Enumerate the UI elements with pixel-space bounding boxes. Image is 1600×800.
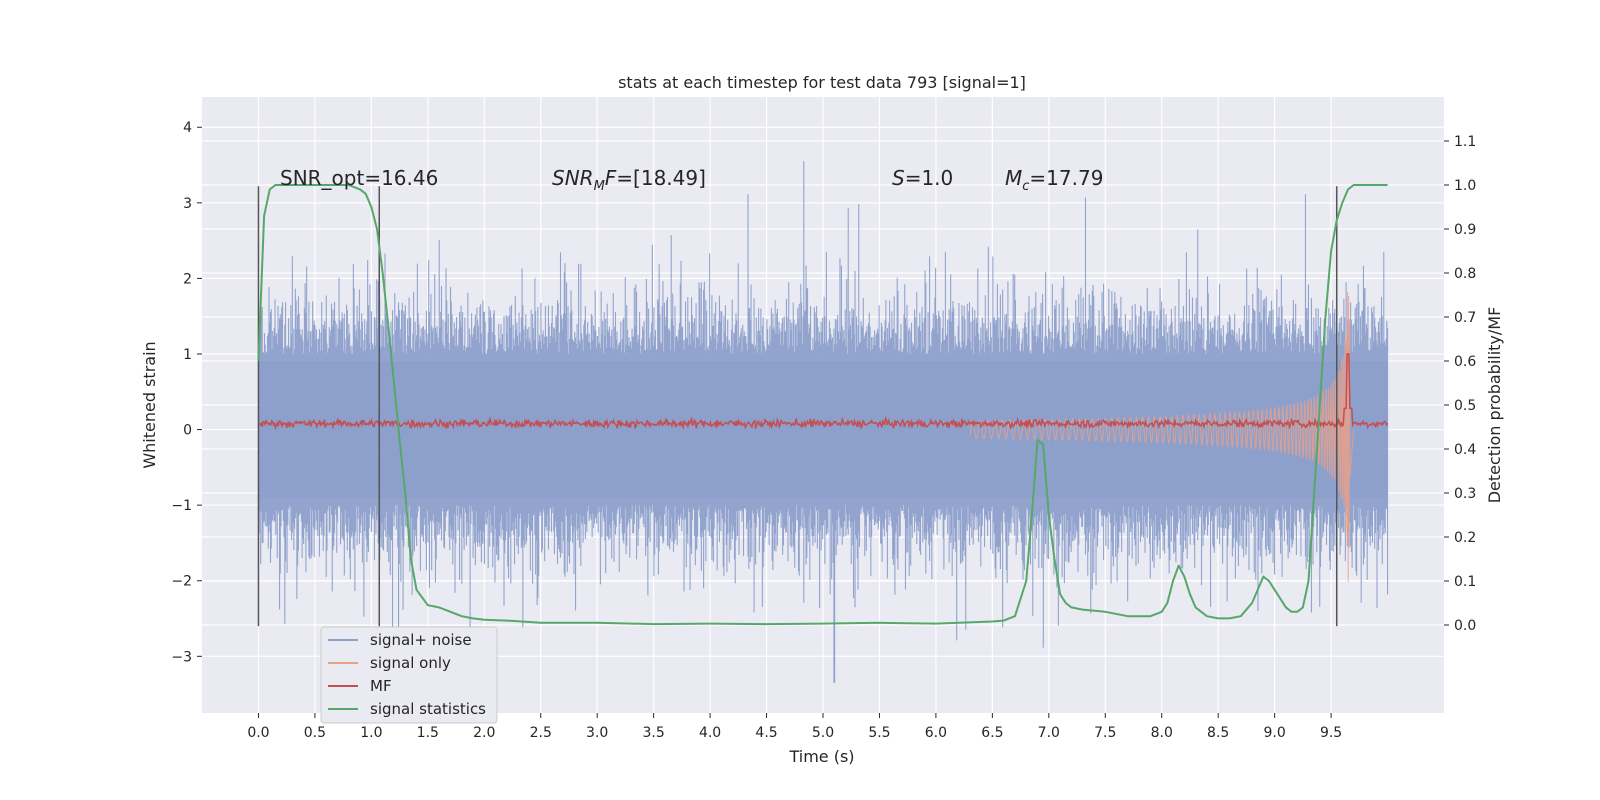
x-tick-label-19: 9.5: [1320, 725, 1342, 741]
x-axis-label: Time (s): [788, 747, 854, 766]
mf-trace: [257, 353, 1389, 431]
annotation-s-value: S=1.0: [892, 166, 953, 190]
x-tick-label-3: 1.5: [417, 725, 439, 741]
x-tick-label-2: 1.0: [360, 725, 382, 741]
y-right-tick-label-9: 0.9: [1454, 222, 1476, 238]
chart-title: stats at each timestep for test data 793…: [618, 73, 1026, 92]
series-signal-noise: [257, 161, 1389, 683]
y-left-tick-label-5: 2: [183, 271, 192, 287]
y-right-tick-label-5: 0.5: [1454, 398, 1476, 414]
x-tick-label-14: 7.0: [1038, 725, 1060, 741]
x-tick-label-13: 6.5: [981, 725, 1003, 741]
y-right-tick-label-7: 0.7: [1454, 310, 1476, 326]
x-tick-label-1: 0.5: [304, 725, 326, 741]
y-right-tick-label-6: 0.6: [1454, 354, 1476, 370]
legend-label-mf: MF: [370, 677, 392, 695]
y-right-tick-label-1: 0.1: [1454, 574, 1476, 590]
x-tick-label-6: 3.0: [586, 725, 608, 741]
y-right-tick-label-10: 1.0: [1454, 178, 1476, 194]
legend-label-signal-noise: signal+ noise: [370, 631, 472, 649]
x-tick-label-17: 8.5: [1207, 725, 1229, 741]
x-tick-label-15: 7.5: [1094, 725, 1116, 741]
annotation-snr-mf: SNRMF=[18.49]: [552, 166, 706, 194]
y-right-tick-label-8: 0.8: [1454, 266, 1476, 282]
x-tick-label-18: 9.0: [1264, 725, 1286, 741]
y-right-tick-label-0: 0.0: [1454, 618, 1476, 634]
y-right-tick-label-3: 0.3: [1454, 486, 1476, 502]
y-left-tick-label-6: 3: [183, 196, 192, 212]
x-tick-label-12: 6.0: [925, 725, 947, 741]
y-axis-label-right: Detection probability/MF: [1485, 307, 1504, 504]
y-right-tick-label-2: 0.2: [1454, 530, 1476, 546]
x-tick-label-5: 2.5: [530, 725, 552, 741]
annotation-mc-value: Mc=17.79: [1005, 166, 1103, 194]
y-left-tick-label-0: −3: [171, 649, 192, 665]
signal-statistics-line: [257, 184, 1388, 626]
legend-label-signal-only: signal only: [370, 654, 451, 672]
y-left-tick-label-4: 1: [183, 347, 192, 363]
annotation-snr-opt: SNR_opt=16.46: [280, 166, 438, 190]
series-mf: [257, 353, 1389, 431]
y-right-tick-label-11: 1.1: [1454, 134, 1476, 150]
y-axis-label-left: Whitened strain: [140, 341, 159, 468]
x-tick-label-0: 0.0: [247, 725, 269, 741]
x-tick-label-16: 8.0: [1151, 725, 1173, 741]
y-left-tick-label-3: 0: [183, 423, 192, 439]
legend-box: [320, 626, 498, 724]
y-left-tick-label-2: −1: [171, 498, 192, 514]
legend: signal+ noise signal only MF signal stat…: [320, 626, 498, 724]
series-signal-statistics: [257, 184, 1388, 626]
x-tick-label-4: 2.0: [473, 725, 495, 741]
signal-noise-band: [258, 361, 1388, 498]
y-left-tick-label-7: 4: [183, 120, 192, 136]
axis-ticks: 0.0 0.5 1.0 1.5 2.0 2.5 3.0 3.5 4.0 4.5 5.0 5.5 6.0 6…: [171, 120, 1476, 741]
y-right-tick-label-4: 0.4: [1454, 442, 1476, 458]
legend-label-signal-statistics: signal statistics: [370, 700, 486, 718]
y-left-tick-label-1: −2: [171, 574, 192, 590]
x-tick-label-10: 5.0: [812, 725, 834, 741]
x-tick-label-8: 4.0: [699, 725, 721, 741]
x-tick-label-11: 5.5: [868, 725, 890, 741]
x-tick-label-7: 3.5: [643, 725, 665, 741]
vertical-markers: [257, 186, 1338, 627]
x-tick-label-9: 4.5: [755, 725, 777, 741]
annotations: SNR_opt=16.46 SNRMF=[18.49] S=1.0 Mc=17.…: [280, 166, 1103, 194]
